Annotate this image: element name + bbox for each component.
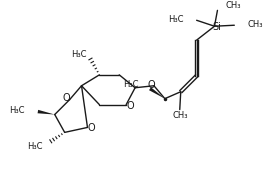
Text: H₃C: H₃C <box>168 15 184 24</box>
Text: O: O <box>147 80 155 90</box>
Text: O: O <box>126 101 134 111</box>
Text: O: O <box>88 123 95 133</box>
Text: H₃C: H₃C <box>124 80 139 89</box>
Text: CH₃: CH₃ <box>225 1 241 10</box>
Text: H₃C: H₃C <box>71 50 86 58</box>
Text: H₃C: H₃C <box>10 106 25 115</box>
Text: O: O <box>63 93 70 103</box>
Text: CH₃: CH₃ <box>247 20 263 29</box>
Text: CH₃: CH₃ <box>172 111 188 120</box>
Text: Si: Si <box>212 22 221 32</box>
Text: H₃C: H₃C <box>27 142 43 151</box>
Polygon shape <box>38 110 55 114</box>
Polygon shape <box>149 87 165 99</box>
